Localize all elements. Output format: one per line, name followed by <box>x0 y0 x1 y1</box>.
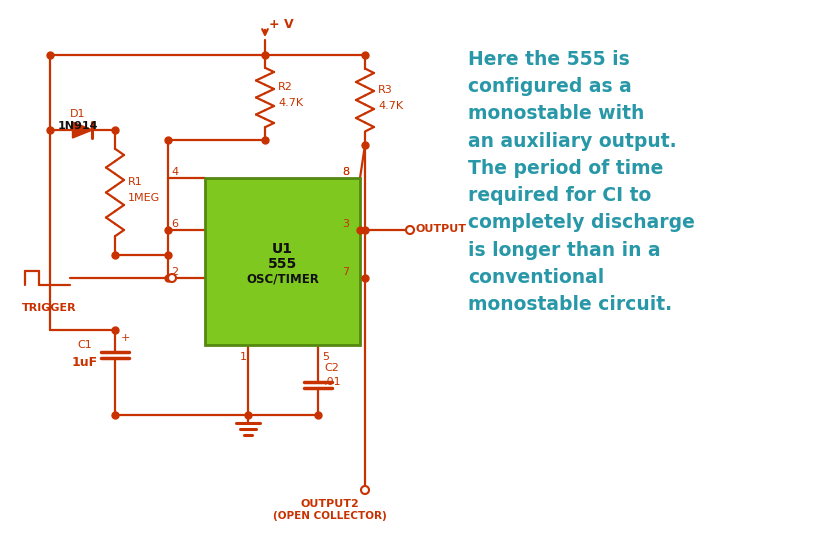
Text: R2: R2 <box>278 82 293 93</box>
Text: 3: 3 <box>342 219 348 229</box>
Text: 4.7K: 4.7K <box>378 101 403 111</box>
Text: 555: 555 <box>268 257 297 272</box>
Text: C1: C1 <box>78 340 93 350</box>
Text: 7: 7 <box>342 267 349 277</box>
Text: TRIGGER: TRIGGER <box>22 303 77 313</box>
Text: OSC/TIMER: OSC/TIMER <box>246 273 318 286</box>
Text: D1: D1 <box>69 109 85 119</box>
Polygon shape <box>73 122 93 138</box>
Text: R3: R3 <box>378 85 392 95</box>
Text: 1N914: 1N914 <box>57 121 98 131</box>
Text: 6: 6 <box>171 219 178 229</box>
Text: 1uF: 1uF <box>72 355 98 369</box>
Text: C2: C2 <box>323 363 338 373</box>
Text: 1MEG: 1MEG <box>128 194 160 204</box>
Text: + V: + V <box>269 18 294 30</box>
Text: 5: 5 <box>322 352 328 362</box>
Text: 2: 2 <box>171 267 178 277</box>
Text: (OPEN COLLECTOR): (OPEN COLLECTOR) <box>273 511 386 521</box>
Text: OUTPUT2: OUTPUT2 <box>300 499 359 509</box>
Text: 4: 4 <box>171 167 178 177</box>
Circle shape <box>405 226 414 234</box>
Bar <box>205 178 360 345</box>
Text: Here the 555 is
configured as a
monostable with
an auxiliary output.
The period : Here the 555 is configured as a monostab… <box>467 50 694 314</box>
Circle shape <box>168 274 176 282</box>
Circle shape <box>361 486 369 494</box>
Text: .01: .01 <box>323 377 342 387</box>
Text: 8: 8 <box>342 167 349 177</box>
Text: 8: 8 <box>342 167 349 177</box>
Text: U1: U1 <box>272 242 293 257</box>
Text: +: + <box>121 333 130 343</box>
Text: 4.7K: 4.7K <box>278 98 303 109</box>
Text: 1: 1 <box>240 352 246 362</box>
Text: OUTPUT: OUTPUT <box>415 224 466 234</box>
Text: R1: R1 <box>128 178 142 188</box>
